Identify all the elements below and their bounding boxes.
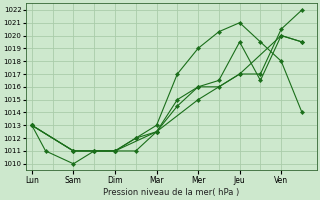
X-axis label: Pression niveau de la mer( hPa ): Pression niveau de la mer( hPa ) [103, 188, 239, 197]
